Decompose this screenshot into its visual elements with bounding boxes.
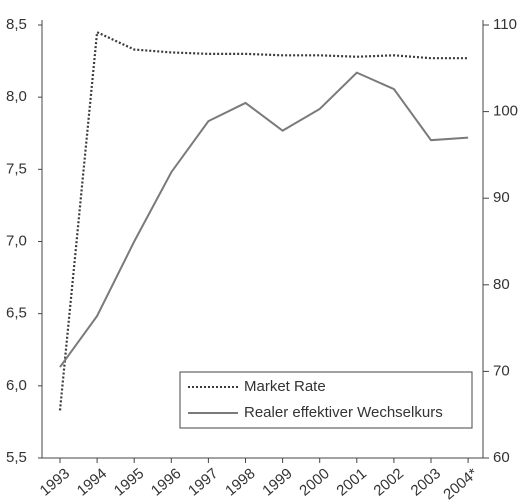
legend-label: Realer effektiver Wechselkurs [244,404,443,421]
y-tick-label: 6,5 [6,305,27,322]
x-tick-label: 2003 [408,465,444,499]
y2-tick-label: 110 [493,16,517,33]
legend-label: Market Rate [244,378,326,395]
x-tick-label: 1999 [259,465,295,499]
line-series [58,30,469,411]
x-tick-label: 1993 [37,465,73,499]
x-tick-label: 1997 [185,465,221,499]
y-tick-label: 7,5 [6,160,27,177]
x-tick-label: 2004* [440,465,481,502]
x-tick-label: 1996 [148,465,184,499]
x-tick-label: 2000 [296,465,332,499]
y2-tick-label: 80 [493,276,510,293]
legend-box [179,371,473,429]
x-tick-label: 2002 [371,465,407,499]
y2-tick-label: 100 [493,103,518,120]
y-tick-label: 7,0 [6,232,27,249]
y-tick-label: 8,5 [6,16,27,33]
x-tick-label: 1998 [222,465,258,499]
line-series [59,71,469,368]
x-tick-label: 2001 [333,465,369,499]
x-tick-label: 1994 [74,465,110,499]
y2-tick-label: 90 [493,189,510,206]
y-tick-label: 6,0 [6,377,27,394]
y-tick-label: 8,0 [6,88,27,105]
y2-tick-label: 60 [493,449,510,466]
x-tick-label: 1995 [111,465,147,499]
y-tick-label: 5,5 [6,449,27,466]
y2-tick-label: 70 [493,362,510,379]
